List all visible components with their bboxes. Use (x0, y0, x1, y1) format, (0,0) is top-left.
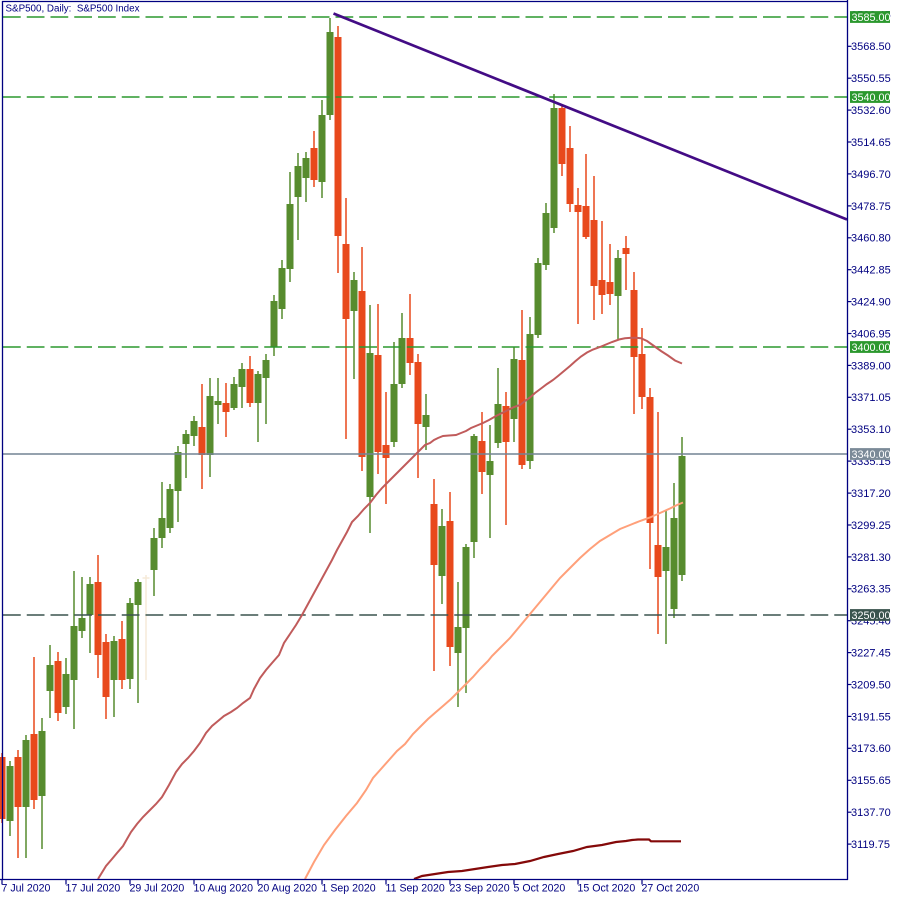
svg-text:3209.50: 3209.50 (851, 679, 891, 691)
svg-text:3424.90: 3424.90 (851, 297, 891, 309)
svg-text:3173.60: 3173.60 (851, 743, 891, 755)
svg-text:3496.70: 3496.70 (851, 169, 891, 181)
svg-text:3532.60: 3532.60 (851, 105, 891, 117)
svg-text:23 Sep 2020: 23 Sep 2020 (450, 883, 510, 895)
svg-text:3585.00: 3585.00 (852, 12, 891, 24)
svg-text:3540.00: 3540.00 (852, 92, 891, 104)
svg-text:15 Oct 2020: 15 Oct 2020 (578, 883, 636, 895)
svg-text:3317.20: 3317.20 (851, 488, 891, 500)
svg-text:3442.85: 3442.85 (851, 265, 891, 277)
svg-text:3371.05: 3371.05 (851, 392, 891, 404)
svg-text:3568.50: 3568.50 (851, 41, 891, 53)
svg-text:27 Oct 2020: 27 Oct 2020 (642, 883, 700, 895)
svg-text:3400.00: 3400.00 (852, 342, 891, 354)
svg-text:3514.65: 3514.65 (851, 137, 891, 149)
svg-text:3406.95: 3406.95 (851, 328, 891, 340)
svg-text:3227.45: 3227.45 (851, 648, 891, 660)
svg-text:3340.00: 3340.00 (852, 449, 891, 461)
svg-text:3119.75: 3119.75 (851, 839, 890, 851)
svg-text:29 Jul 2020: 29 Jul 2020 (130, 883, 185, 895)
svg-text:3155.65: 3155.65 (851, 775, 891, 787)
svg-text:3389.00: 3389.00 (851, 360, 891, 372)
svg-text:3299.25: 3299.25 (851, 520, 891, 532)
svg-text:3250.00: 3250.00 (852, 610, 891, 622)
svg-text:11 Sep 2020: 11 Sep 2020 (386, 883, 445, 895)
svg-text:3191.55: 3191.55 (851, 711, 891, 723)
svg-text:3353.10: 3353.10 (851, 424, 891, 436)
svg-text:1 Sep 2020: 1 Sep 2020 (322, 883, 376, 895)
svg-text:20 Aug 2020: 20 Aug 2020 (258, 883, 318, 895)
svg-text:3460.80: 3460.80 (851, 233, 891, 245)
svg-text:17 Jul 2020: 17 Jul 2020 (66, 883, 121, 895)
svg-text:5 Oct 2020: 5 Oct 2020 (514, 883, 566, 895)
svg-text:3281.30: 3281.30 (851, 552, 891, 564)
svg-text:S&P500, Daily: S&P500 Index: S&P500, Daily: S&P500 Index (6, 4, 140, 15)
svg-text:3550.55: 3550.55 (851, 73, 891, 85)
svg-text:7 Jul 2020: 7 Jul 2020 (2, 883, 51, 895)
svg-text:3478.75: 3478.75 (851, 201, 891, 213)
svg-text:3137.70: 3137.70 (851, 807, 891, 819)
svg-text:10 Aug 2020: 10 Aug 2020 (194, 883, 254, 895)
svg-text:3263.35: 3263.35 (851, 584, 891, 596)
